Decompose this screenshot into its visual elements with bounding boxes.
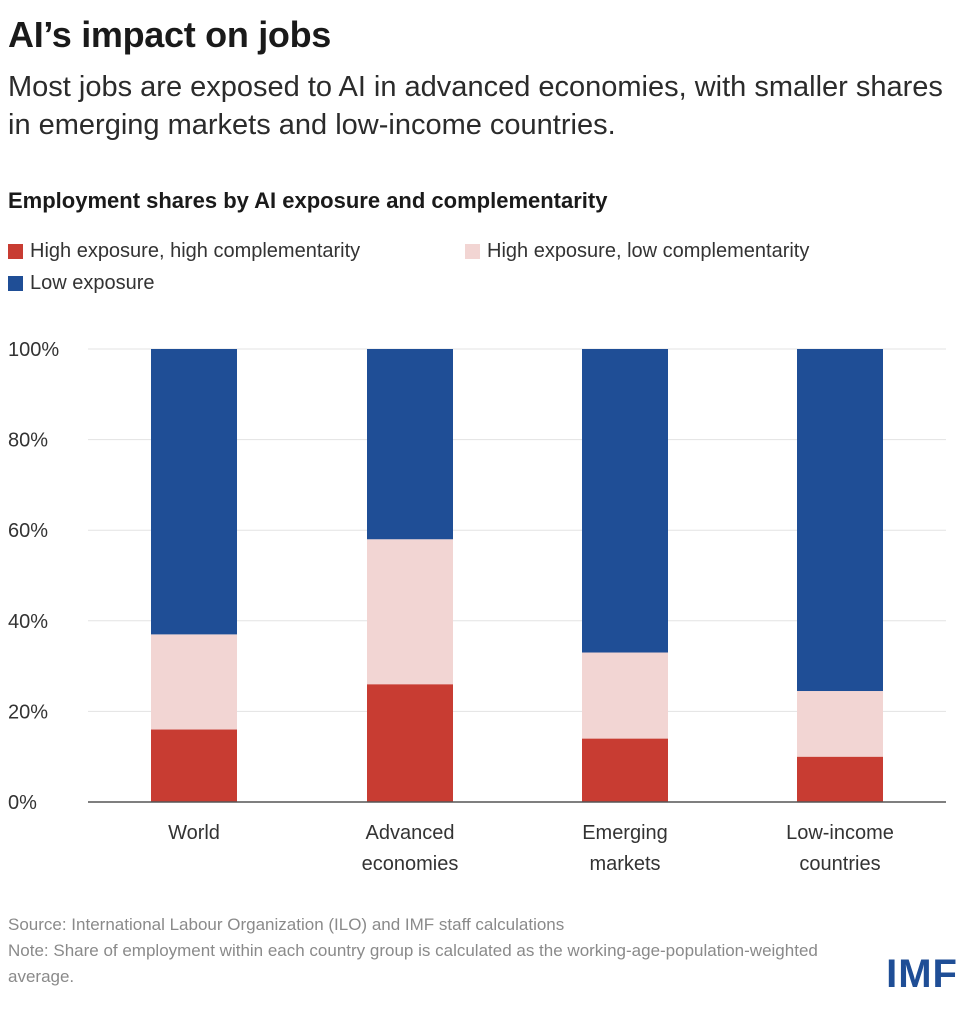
x-tick-label: economies: [362, 853, 459, 875]
bar-segment: [582, 349, 668, 653]
legend-item-high-low: High exposure, low complementarity: [465, 240, 809, 263]
bar-segment: [582, 652, 668, 739]
y-tick-label: 40%: [8, 611, 48, 633]
y-tick-label: 0%: [8, 792, 37, 814]
bar-segment: [151, 729, 237, 802]
bar-segment: [367, 349, 453, 540]
chart-subtitle: Most jobs are exposed to AI in advanced …: [8, 71, 943, 141]
bar-segment: [367, 539, 453, 685]
legend-label: High exposure, low complementarity: [487, 240, 810, 262]
legend-label: High exposure, high complementarity: [30, 240, 361, 262]
legend-item-high-high: High exposure, high complementarity: [8, 240, 360, 263]
chart-title-heading: AI’s impact on jobs: [8, 14, 332, 55]
bar-segment: [151, 349, 237, 635]
x-tick-label: Advanced: [366, 822, 455, 844]
note-text: Note: Share of employment within each co…: [8, 941, 818, 986]
bar-segment: [797, 691, 883, 757]
bar-segment: [367, 684, 453, 802]
y-tick-label: 100%: [8, 339, 59, 361]
bar-segment: [797, 349, 883, 692]
x-tick-label: Low-income: [786, 822, 894, 844]
legend-swatch: [8, 276, 23, 291]
legend-swatch: [465, 244, 480, 259]
x-tick-label: World: [168, 822, 220, 844]
y-tick-label: 80%: [8, 430, 48, 452]
bar-segment: [582, 738, 668, 802]
legend-swatch: [8, 244, 23, 259]
bar-segment: [797, 756, 883, 802]
chart-heading: Employment shares by AI exposure and com…: [8, 188, 608, 213]
x-tick-label: markets: [589, 853, 660, 875]
legend-label: Low exposure: [30, 272, 155, 294]
legend-item-low: Low exposure: [8, 272, 155, 295]
source-text: Source: International Labour Organizatio…: [8, 915, 565, 934]
y-tick-label: 60%: [8, 520, 48, 542]
source-note: Source: International Labour Organizatio…: [8, 912, 828, 990]
imf-logo: IMF: [886, 952, 958, 996]
x-tick-label: countries: [799, 853, 880, 875]
y-tick-label: 20%: [8, 701, 48, 723]
bar-segment: [151, 634, 237, 730]
x-tick-label: Emerging: [582, 822, 668, 844]
stacked-bar-chart: 0% 20% 40% 60% 80% 100% World Advanced economies…: [8, 339, 946, 875]
